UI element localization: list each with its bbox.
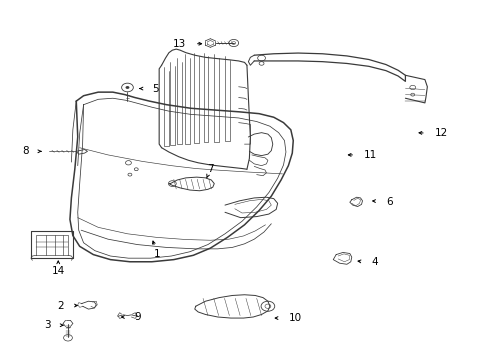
Text: 7: 7 [206,164,213,174]
Text: 8: 8 [22,146,29,156]
Text: 4: 4 [370,257,377,267]
Text: 14: 14 [52,266,65,276]
Text: 10: 10 [288,313,301,323]
Text: 2: 2 [58,301,64,311]
Circle shape [125,86,129,89]
Text: 1: 1 [153,248,160,258]
Text: 9: 9 [135,312,141,322]
Text: 13: 13 [172,39,185,49]
Text: 5: 5 [152,84,158,94]
Text: 12: 12 [434,129,447,138]
Text: 3: 3 [44,320,50,330]
Text: 11: 11 [363,150,376,160]
Text: 6: 6 [385,197,392,207]
